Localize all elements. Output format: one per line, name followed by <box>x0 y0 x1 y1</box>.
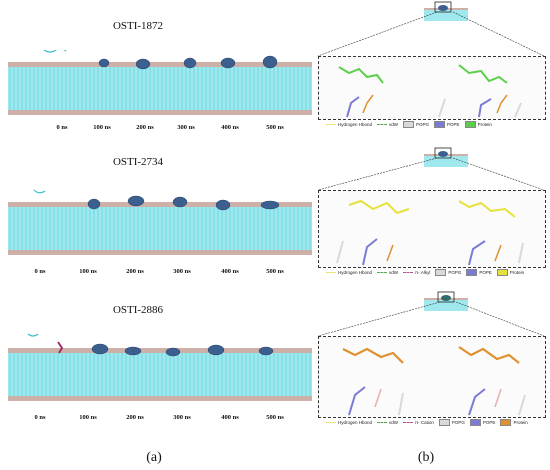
time-label: 200 ns <box>126 414 144 421</box>
membrane-thumbnail <box>424 1 468 21</box>
panel-a: OSTI-1872 0 ns 100 ns 200 ns 300 ns 400 … <box>8 20 312 465</box>
time-label: 0 ns <box>34 268 46 275</box>
panel-b: Hydrogen Hbond vdW POPG POPE Protein <box>312 0 550 470</box>
time-label: 0 ns <box>34 414 46 421</box>
interaction-zoom-view <box>318 190 546 268</box>
legend-label: Protein <box>509 270 525 275</box>
time-label: 100 ns <box>79 414 97 421</box>
interaction-structure <box>342 346 526 416</box>
legend-label: POPE <box>482 420 496 425</box>
time-label: 300 ns <box>177 124 195 131</box>
interaction-zoom-view <box>318 56 546 120</box>
interaction-structure <box>336 199 524 266</box>
zoom-connector <box>317 301 545 337</box>
interaction-structure <box>338 64 522 118</box>
legend-label: Hydrogen Hbond <box>338 420 373 425</box>
time-label: 0 ns <box>56 124 68 131</box>
membrane-thumbnail <box>424 147 468 167</box>
interaction-zoom-view <box>318 336 546 418</box>
membrane-thumbnail <box>424 291 468 311</box>
legend-label: π- Cation <box>415 420 434 425</box>
system-title: OSTI-2886 <box>112 304 164 316</box>
legend-label: Hydrogen Hbond <box>338 270 373 275</box>
legend-label: POPG <box>448 270 462 275</box>
legend-label: vdW <box>389 122 399 127</box>
membrane-snapshots <box>8 50 312 115</box>
legend: Hydrogen Hbond vdW π- Alkyl POPG POPE Pr… <box>326 269 546 276</box>
time-label: 400 ns <box>221 268 239 275</box>
panel-label: (b) <box>417 450 435 465</box>
legend-label: Protein <box>477 122 492 127</box>
time-label: 100 ns <box>93 124 111 131</box>
legend-label: POPG <box>451 420 465 425</box>
system-title: OSTI-2734 <box>112 156 164 168</box>
legend: Hydrogen Hbond vdW POPG POPE Protein <box>326 121 546 128</box>
zoom-connector <box>317 157 545 191</box>
legend-label: Protein <box>513 420 528 425</box>
time-label: 500 ns <box>266 124 284 131</box>
time-label: 500 ns <box>266 414 284 421</box>
membrane-snapshots <box>8 333 312 401</box>
legend-label: vdW <box>389 270 399 275</box>
legend-label: π- Alkyl <box>415 270 431 275</box>
time-label: 200 ns <box>126 268 144 275</box>
legend-label: POPE <box>479 270 492 275</box>
time-label: 300 ns <box>173 268 191 275</box>
legend-label: POPE <box>447 122 460 127</box>
system-title: OSTI-1872 <box>112 20 164 32</box>
legend-label: Hydrogen Hbond <box>338 122 373 127</box>
legend-label: POPG <box>416 122 430 127</box>
time-label: 400 ns <box>221 414 239 421</box>
panel-label: (a) <box>146 450 162 465</box>
time-label: 200 ns <box>136 124 154 131</box>
zoom-connector <box>317 11 545 57</box>
time-label: 300 ns <box>173 414 191 421</box>
legend-label: vdW <box>389 420 399 425</box>
time-label: 100 ns <box>79 268 97 275</box>
legend: Hydrogen Hbond vdW π- Cation POPG POPE P… <box>326 419 546 426</box>
time-label: 500 ns <box>266 268 284 275</box>
time-label: 400 ns <box>221 124 239 131</box>
membrane-snapshots <box>8 189 312 255</box>
